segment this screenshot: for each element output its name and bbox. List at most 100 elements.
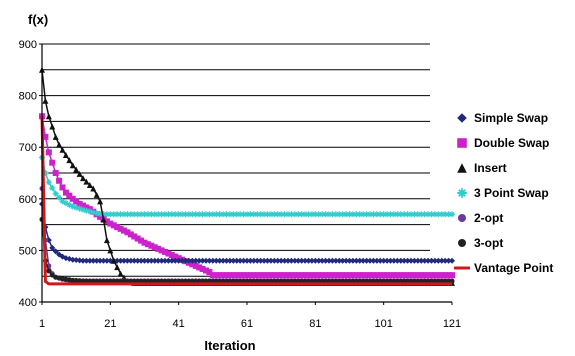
data-point	[404, 211, 411, 218]
x-tick-label: 41	[173, 318, 185, 330]
data-point	[42, 133, 49, 140]
data-point	[83, 257, 90, 264]
data-point	[257, 257, 264, 264]
data-point	[117, 211, 124, 218]
data-point	[384, 272, 391, 279]
data-point	[428, 257, 435, 264]
data-point	[326, 211, 332, 218]
data-point	[442, 211, 449, 218]
data-point	[408, 211, 414, 218]
data-point	[226, 211, 233, 218]
data-point	[349, 257, 356, 264]
data-point	[90, 257, 97, 264]
data-point	[223, 257, 230, 264]
data-point	[308, 257, 315, 264]
data-point	[175, 257, 182, 264]
legend-item: Double Swap	[457, 136, 549, 150]
y-tick-label: 500	[19, 245, 37, 257]
data-point	[336, 211, 343, 218]
data-point	[425, 257, 432, 264]
legend-label: Insert	[474, 161, 507, 175]
data-point	[394, 211, 401, 218]
data-point	[445, 211, 452, 218]
data-point	[295, 211, 302, 218]
data-point	[185, 257, 192, 264]
data-point	[312, 257, 319, 264]
data-point	[93, 191, 100, 198]
data-point	[230, 211, 237, 218]
data-point	[73, 198, 80, 205]
data-point	[168, 252, 175, 259]
data-point	[134, 235, 141, 242]
data-point	[216, 211, 223, 218]
data-point	[144, 211, 151, 218]
data-point	[83, 204, 90, 211]
data-point	[110, 211, 117, 218]
series-3-point-swap	[39, 154, 455, 218]
data-point	[254, 257, 261, 264]
data-point	[155, 211, 162, 218]
data-point	[373, 272, 380, 279]
data-point	[199, 257, 206, 264]
data-point	[233, 257, 240, 264]
data-point	[237, 272, 244, 279]
legend-swatch	[457, 138, 467, 148]
data-point	[165, 211, 172, 218]
data-point	[103, 218, 110, 225]
data-point	[45, 149, 52, 156]
x-tick-label: 1	[39, 318, 45, 330]
data-point	[131, 233, 138, 240]
data-point	[83, 207, 90, 214]
y-tick-label: 400	[19, 297, 37, 309]
legend-item: Simple Swap	[457, 111, 548, 125]
data-point	[271, 211, 278, 218]
data-point	[431, 257, 438, 264]
data-point	[237, 211, 244, 218]
data-point	[418, 257, 425, 264]
data-point	[326, 272, 332, 279]
data-point	[97, 198, 104, 205]
data-point	[76, 257, 83, 264]
data-point	[131, 257, 138, 264]
data-point	[158, 257, 165, 264]
data-point	[281, 211, 288, 218]
data-point	[52, 248, 59, 255]
legend-item: Insert	[457, 161, 507, 175]
data-point	[66, 157, 73, 164]
data-point	[414, 257, 421, 264]
data-point	[97, 213, 104, 220]
data-point	[56, 177, 63, 184]
data-point	[302, 211, 309, 218]
data-point	[244, 211, 250, 218]
data-point	[387, 257, 394, 264]
data-point	[346, 211, 353, 218]
data-point	[428, 272, 435, 279]
data-point	[271, 272, 278, 279]
data-point	[134, 211, 141, 218]
data-point	[380, 211, 387, 218]
data-point	[431, 211, 438, 218]
data-point	[370, 272, 377, 279]
data-point	[52, 190, 59, 197]
y-tick-label: 600	[19, 194, 37, 206]
data-point	[425, 272, 432, 279]
series-simple-swap	[39, 200, 455, 264]
series-line	[41, 157, 452, 216]
x-tick-labels: 1 21 41 61 81 101 121	[39, 318, 461, 330]
series-2-opt	[39, 185, 455, 284]
data-point	[62, 151, 69, 158]
data-point	[367, 257, 373, 264]
data-point	[165, 250, 172, 257]
data-point	[449, 272, 455, 279]
data-point	[203, 257, 209, 264]
data-point	[360, 257, 367, 264]
data-point	[80, 175, 86, 182]
data-point	[411, 211, 418, 218]
data-point	[151, 211, 158, 218]
data-point	[42, 97, 49, 104]
data-point	[117, 270, 124, 277]
data-point	[86, 182, 93, 189]
series-insert	[39, 66, 455, 286]
data-point	[144, 257, 151, 264]
data-point	[411, 272, 418, 279]
